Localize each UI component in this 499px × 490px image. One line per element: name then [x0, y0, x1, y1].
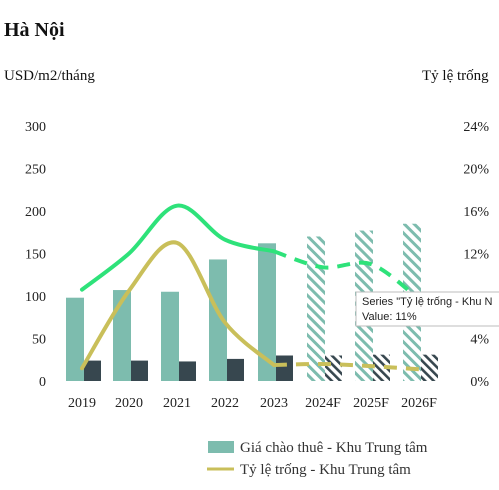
- bar-dark-2021: [179, 361, 196, 381]
- line-gold-forecast: [273, 361, 420, 372]
- right-axis-tick-label: 24%: [463, 120, 489, 135]
- chart-title: Hà Nội: [4, 19, 65, 41]
- bar-rent-2019: [66, 297, 84, 381]
- left-axis-tick-label: 50: [32, 333, 46, 348]
- left-axis-tick-label: 150: [25, 248, 46, 263]
- bar-dark-2023: [276, 355, 293, 381]
- bar-dark-2026F: [421, 354, 438, 381]
- legend: Giá chào thuê - Khu Trung tâm Tỷ lệ trốn…: [207, 440, 428, 478]
- x-tick-label: 2022: [211, 396, 239, 411]
- right-axis-tick-label: 12%: [463, 248, 489, 263]
- bar-dark-2025F: [373, 354, 390, 381]
- line-gold-actual: [80, 240, 276, 371]
- x-tick-label: 2026F: [401, 396, 437, 411]
- right-axis-tick-label: 4%: [470, 333, 489, 348]
- left-axis-tick-label: 200: [25, 205, 46, 220]
- line-green-actual: [80, 203, 276, 292]
- bar-rent-2024F: [307, 236, 325, 381]
- x-tick-label: 2024F: [305, 396, 341, 411]
- line-green-forecast: [273, 249, 421, 301]
- bar-dark-2020: [131, 360, 148, 381]
- x-axis: 2019 2020 2021 2022 2023 2024F 2025F 2026F: [68, 396, 437, 411]
- legend-label-vacancy: Tỷ lệ trống - Khu Trung tâm: [240, 462, 411, 478]
- left-axis-tick-label: 100: [25, 290, 46, 305]
- tooltip-line-1: Series "Tỷ lệ trống - Khu N: [362, 296, 493, 308]
- x-tick-label: 2019: [68, 396, 96, 411]
- bar-rent-2023: [258, 243, 276, 381]
- right-y-axis: 0%4%8%12%16%20%24%: [463, 120, 489, 390]
- tooltip: Series "Tỷ lệ trống - Khu N Value: 11%: [355, 291, 499, 327]
- bar-dark-2022: [227, 358, 244, 381]
- line-layer: [80, 203, 421, 372]
- right-axis-label: Tỷ lệ trống: [422, 68, 489, 84]
- x-tick-label: 2023: [260, 396, 288, 411]
- bar-rent-2020: [113, 290, 131, 381]
- left-axis-tick-label: 250: [25, 163, 46, 178]
- legend-swatch-rent: [208, 441, 234, 453]
- right-axis-tick-label: 16%: [463, 205, 489, 220]
- left-axis-tick-label: 300: [25, 120, 46, 135]
- bar-dark-2019: [84, 360, 101, 381]
- bar-rent-2022: [209, 259, 227, 381]
- right-axis-tick-label: 0%: [470, 375, 489, 390]
- left-axis-label: USD/m2/tháng: [4, 68, 95, 84]
- right-axis-tick-label: 20%: [463, 163, 489, 178]
- x-tick-label: 2021: [163, 396, 191, 411]
- x-tick-label: 2025F: [353, 396, 389, 411]
- bar-dark-2024F: [325, 355, 342, 381]
- bar-rent-2021: [161, 291, 179, 381]
- legend-label-rent: Giá chào thuê - Khu Trung tâm: [240, 440, 428, 456]
- tooltip-line-2: Value: 11%: [362, 311, 417, 323]
- left-axis-tick-label: 0: [39, 375, 46, 390]
- x-tick-label: 2020: [115, 396, 143, 411]
- left-y-axis: 0 50 100 150 200 250 300: [25, 120, 46, 390]
